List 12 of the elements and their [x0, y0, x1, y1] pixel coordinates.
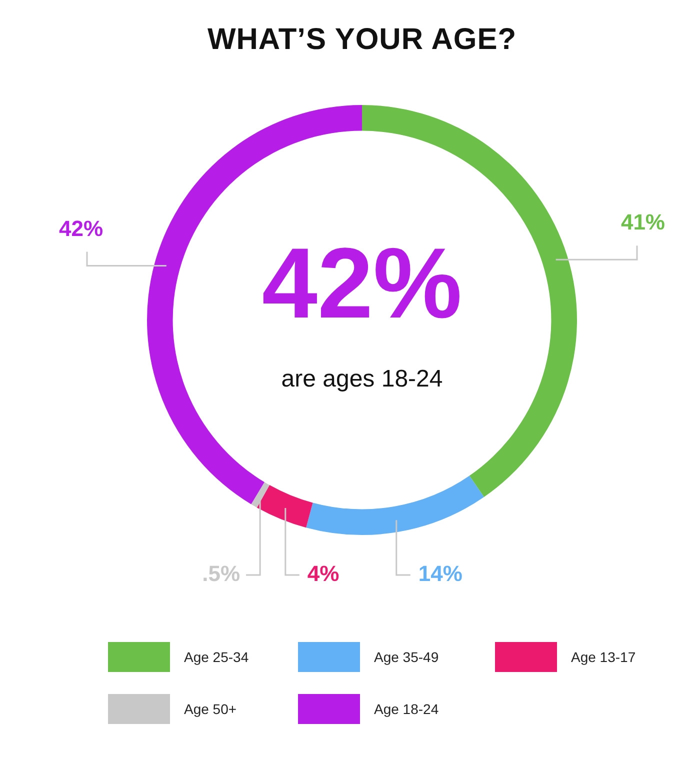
legend-label: Age 35-49 — [374, 649, 439, 665]
legend-label: Age 18-24 — [374, 701, 439, 717]
data-label: 42% — [59, 216, 104, 241]
data-label: 41% — [620, 210, 665, 235]
text: 42% — [262, 228, 462, 340]
legend-label: Age 13-17 — [571, 649, 636, 665]
legend-label: Age 25-34 — [184, 649, 249, 665]
data-label: 14% — [418, 561, 462, 586]
data-label: 4% — [307, 561, 340, 586]
chart-title: WHAT’S YOUR AGE? — [206, 22, 518, 58]
text: are ages 18-24 — [281, 366, 443, 393]
legend-label: Age 50+ — [184, 701, 237, 717]
